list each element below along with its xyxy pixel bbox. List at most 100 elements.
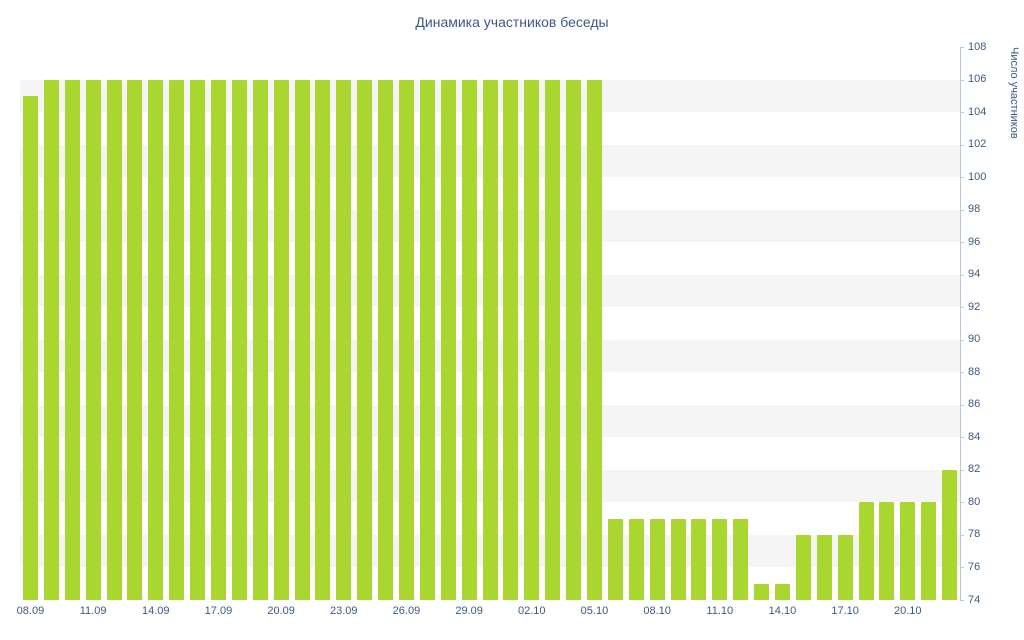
bar (837, 534, 853, 600)
x-axis-tick-label: 20.09 (267, 605, 295, 617)
y-axis-tick-label: 82 (968, 463, 981, 476)
x-axis-tick-label: 29.09 (455, 605, 483, 617)
y-axis-tick-label: 86 (968, 398, 981, 411)
y-axis-tick (960, 144, 964, 146)
bar (190, 79, 206, 600)
bar (294, 79, 310, 600)
x-axis-tick-label: 26.09 (392, 605, 421, 617)
bar (127, 79, 143, 600)
y-axis-tick-label: 88 (968, 365, 981, 378)
bar (649, 518, 665, 600)
bar (273, 79, 289, 600)
y-axis-tick-label: 108 (968, 40, 987, 53)
bar (733, 518, 749, 600)
y-axis-tick-label: 100 (968, 170, 987, 183)
x-axis-tick-label: 05.10 (580, 605, 609, 617)
bar (398, 79, 414, 600)
bar (754, 583, 770, 600)
x-axis-tick-label: 14.10 (768, 605, 797, 617)
y-axis-tick (960, 437, 964, 439)
y-axis-tick-label: 94 (968, 268, 981, 281)
y-axis-tick-label: 74 (968, 593, 981, 606)
x-axis-tick-label: 08.09 (16, 605, 45, 617)
bar (231, 79, 247, 600)
bar (628, 518, 644, 600)
y-axis-tick (960, 469, 964, 471)
x-axis-tick-label: 17.09 (204, 605, 233, 617)
bar (524, 79, 540, 600)
bar (378, 79, 394, 600)
y-axis-tick (960, 307, 964, 309)
y-axis-tick-label: 96 (968, 235, 981, 248)
chart-title: Динамика участников беседы (415, 14, 609, 30)
x-axis-tick-label: 11.10 (706, 605, 734, 617)
y-axis-tick (960, 404, 964, 406)
y-axis-tick (960, 242, 964, 244)
bar (566, 79, 582, 600)
y-axis-tick (960, 177, 964, 179)
y-axis-tick (960, 112, 964, 114)
bar (106, 79, 122, 600)
bar (148, 79, 164, 600)
bar (461, 79, 477, 600)
bar (545, 79, 561, 600)
bar (252, 79, 268, 600)
x-axis-tick-label: 02.10 (518, 605, 546, 617)
x-axis-tick-label: 11.09 (79, 605, 107, 617)
bar (670, 518, 686, 600)
y-axis-line (960, 47, 961, 600)
y-axis-tick (960, 534, 964, 536)
y-axis-tick (960, 209, 964, 211)
bar (795, 534, 811, 600)
y-axis-tick-label: 98 (968, 203, 981, 216)
bar (169, 79, 185, 600)
bar (440, 79, 456, 600)
y-axis-tick-label: 106 (968, 73, 987, 86)
bar (85, 79, 101, 600)
bar (942, 469, 958, 600)
bar (315, 79, 331, 600)
bar (691, 518, 707, 600)
y-axis-tick-label: 76 (968, 560, 981, 573)
y-axis-tick (960, 567, 964, 569)
x-axis-tick-label: 20.10 (894, 605, 922, 617)
bar (43, 79, 59, 600)
y-axis-tick (960, 79, 964, 81)
y-axis-tick-label: 78 (968, 528, 981, 541)
bar (607, 518, 623, 600)
bar (816, 534, 832, 600)
y-axis-tick (960, 502, 964, 504)
x-axis-tick-label: 23.09 (330, 605, 358, 617)
bar (712, 518, 728, 600)
bar (64, 79, 80, 600)
bar (210, 79, 226, 600)
bar (419, 79, 435, 600)
bar (774, 583, 790, 600)
x-axis-tick-label: 17.10 (831, 605, 859, 617)
x-axis-tick-label: 14.09 (142, 605, 170, 617)
y-axis-tick-label: 80 (968, 495, 981, 508)
y-axis-tick-label: 102 (968, 138, 987, 151)
y-axis-tick (960, 600, 964, 601)
bar (482, 79, 498, 600)
bar (586, 79, 602, 600)
bar (900, 502, 916, 600)
x-axis-tick-label: 08.10 (643, 605, 671, 617)
plot-area (20, 47, 960, 600)
bar (357, 79, 373, 600)
y-axis-tick (960, 274, 964, 276)
y-axis-tick (960, 47, 964, 48)
bar (336, 79, 352, 600)
y-axis-tick-label: 92 (968, 300, 981, 313)
bar (921, 502, 937, 600)
y-axis-tick-label: 84 (968, 430, 981, 443)
bar (503, 79, 519, 600)
y-axis-tick-label: 90 (968, 333, 981, 346)
y-axis-tick-label: 104 (968, 105, 987, 118)
y-axis-tick (960, 372, 964, 374)
bar (22, 95, 38, 600)
bar (879, 502, 895, 600)
y-axis-tick (960, 339, 964, 341)
bar (858, 502, 874, 600)
